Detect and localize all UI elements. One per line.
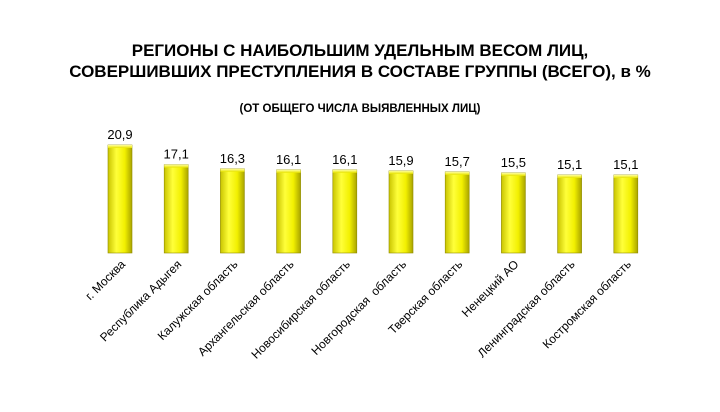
bar-top-2 bbox=[164, 164, 189, 168]
bar-top-1 bbox=[108, 145, 132, 148]
bar-8 bbox=[501, 172, 526, 254]
bar-top-4 bbox=[276, 169, 301, 173]
value-label-10: 15,1 bbox=[613, 157, 638, 172]
bar-2 bbox=[163, 164, 189, 254]
category-label-1: г. Москва bbox=[82, 257, 128, 303]
category-label-6: Новгородская область bbox=[308, 257, 409, 358]
value-label-3: 16,3 bbox=[220, 151, 245, 166]
bar-top-9 bbox=[557, 174, 582, 178]
bar-5 bbox=[332, 169, 358, 254]
bar-top-8 bbox=[501, 172, 526, 176]
bar-top-5 bbox=[332, 169, 357, 173]
value-label-4: 16,1 bbox=[276, 152, 301, 167]
bar-10 bbox=[613, 174, 639, 254]
chart-title-line-1: РЕГИОНЫ С НАИБОЛЬШИМ УДЕЛЬНЫМ ВЕСОМ ЛИЦ, bbox=[131, 41, 589, 60]
chart-title-line-2: СОВЕРШИВШИХ ПРЕСТУПЛЕНИЯ В СОСТАВЕ ГРУПП… bbox=[69, 62, 651, 81]
bar-9 bbox=[557, 174, 582, 254]
chart-subtitle: (ОТ ОБЩЕГО ЧИСЛА ВЫЯВЛЕННЫХ ЛИЦ) bbox=[239, 103, 481, 115]
chart-title: РЕГИОНЫ С НАИБОЛЬШИМ УДЕЛЬНЫМ ВЕСОМ ЛИЦ,… bbox=[0, 40, 720, 82]
value-label-8: 15,5 bbox=[501, 155, 526, 170]
value-label-1: 20,9 bbox=[107, 127, 132, 142]
bar-6 bbox=[388, 170, 414, 254]
category-label-4: Архангельская область bbox=[195, 257, 297, 359]
category-label-8: Ненецкий АО bbox=[459, 257, 522, 320]
value-label-2: 17,1 bbox=[164, 147, 189, 162]
bar-top-3 bbox=[220, 168, 245, 172]
bar-7 bbox=[444, 171, 470, 254]
bar-top-7 bbox=[445, 171, 470, 175]
category-label-5: Новосибирская область bbox=[249, 257, 353, 361]
bar-4 bbox=[276, 169, 301, 254]
value-label-6: 15,9 bbox=[388, 153, 413, 168]
value-label-9: 15,1 bbox=[557, 157, 582, 172]
category-label-9: Ленинградская область bbox=[475, 257, 578, 360]
bar-top-6 bbox=[389, 170, 413, 174]
value-label-7: 15,7 bbox=[445, 154, 470, 169]
value-label-5: 16,1 bbox=[332, 152, 357, 167]
bar-top-10 bbox=[613, 174, 638, 178]
bar-1 bbox=[107, 144, 133, 254]
bar-3 bbox=[220, 168, 245, 254]
